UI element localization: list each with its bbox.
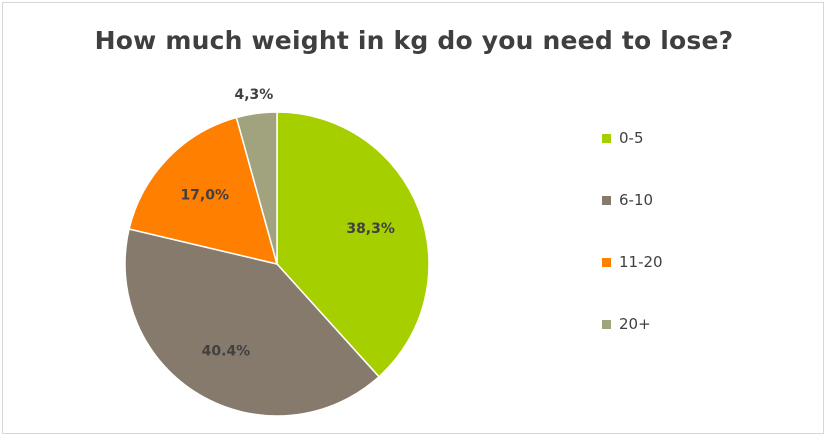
legend-item-11-20: 11-20	[602, 252, 663, 272]
legend-swatch-0-5	[602, 133, 611, 143]
data-label-6-10: 40.4%	[202, 343, 251, 359]
data-label-20-plus: 4,3%	[234, 87, 273, 103]
legend-item-0-5: 0-5	[602, 128, 663, 148]
legend-item-20-plus: 20+	[602, 314, 663, 334]
pie-slice-0-5	[276, 111, 430, 378]
pie-slice-20-plus	[235, 111, 278, 265]
data-label-0-5: 38,3%	[346, 221, 395, 237]
pie-slices	[124, 111, 430, 417]
legend-label-0-5: 0-5	[619, 129, 644, 147]
legend: 0-5 6-10 11-20 20+	[602, 128, 663, 376]
chart-title: How much weight in kg do you need to los…	[94, 26, 734, 55]
legend-item-6-10: 6-10	[602, 190, 663, 210]
legend-label-11-20: 11-20	[619, 253, 663, 271]
pie-labels: 38,3% 40.4% 17,0% 4,3%	[180, 87, 394, 360]
legend-label-6-10: 6-10	[619, 191, 654, 209]
legend-label-20-plus: 20+	[619, 315, 651, 333]
legend-swatch-20-plus	[602, 319, 611, 329]
legend-swatch-6-10	[602, 195, 611, 205]
data-label-11-20: 17,0%	[180, 187, 229, 203]
pie-slice-11-20	[128, 116, 279, 266]
legend-swatch-11-20	[602, 257, 611, 267]
pie-slice-6-10	[124, 228, 381, 417]
